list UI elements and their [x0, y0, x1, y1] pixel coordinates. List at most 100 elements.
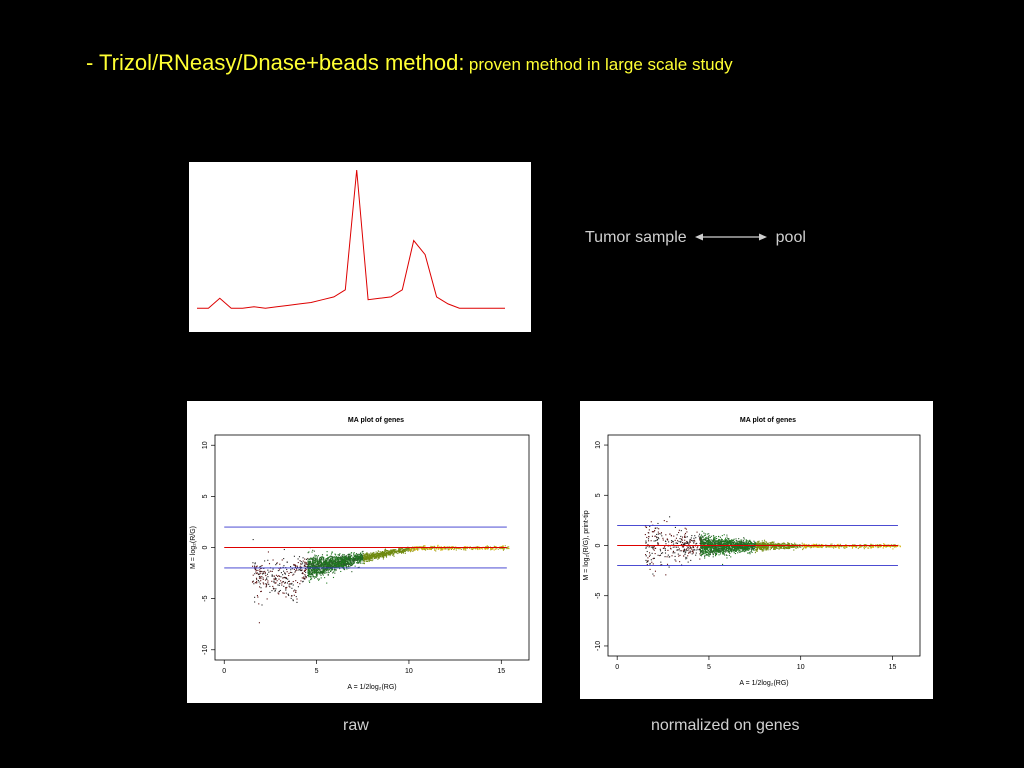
data-point — [732, 550, 734, 552]
data-point — [863, 546, 865, 548]
data-point — [703, 538, 705, 540]
x-tick-label: 0 — [615, 664, 619, 671]
data-point — [688, 543, 690, 545]
data-point — [354, 558, 356, 560]
data-point — [318, 579, 320, 581]
data-point — [763, 545, 765, 547]
data-point — [420, 546, 422, 548]
data-point — [339, 557, 341, 560]
data-point — [709, 539, 711, 541]
data-point — [699, 538, 701, 540]
data-point — [335, 555, 337, 558]
data-point — [257, 596, 259, 598]
data-point — [303, 578, 305, 580]
data-point — [355, 559, 357, 561]
data-point — [347, 557, 349, 559]
data-point — [705, 553, 707, 555]
data-point — [320, 562, 322, 564]
data-point — [254, 568, 256, 570]
data-point — [493, 545, 495, 547]
data-point — [310, 573, 312, 575]
data-point — [384, 550, 386, 553]
data-point — [305, 571, 307, 573]
data-point — [332, 571, 335, 573]
data-point — [308, 568, 311, 570]
data-point — [382, 554, 384, 556]
data-point — [398, 549, 400, 551]
data-point — [767, 546, 769, 548]
data-point — [716, 551, 718, 553]
data-point — [466, 547, 468, 549]
data-point — [440, 548, 442, 550]
data-point — [334, 558, 337, 560]
data-point — [335, 568, 337, 570]
data-point — [401, 550, 403, 552]
data-point — [312, 564, 314, 566]
data-point — [368, 558, 370, 560]
data-point — [321, 565, 323, 567]
data-point — [310, 569, 313, 572]
data-point — [486, 545, 488, 547]
data-point — [786, 544, 789, 546]
data-point — [462, 547, 465, 549]
data-point — [701, 542, 703, 544]
data-point — [689, 547, 691, 549]
data-point — [646, 564, 648, 566]
data-point — [391, 553, 393, 555]
data-point — [695, 549, 697, 551]
data-point — [700, 546, 702, 548]
data-point — [374, 553, 376, 555]
data-point — [794, 544, 796, 546]
data-point — [721, 535, 723, 537]
data-point — [314, 572, 316, 574]
data-point — [352, 558, 354, 560]
data-point — [659, 550, 662, 552]
data-point — [331, 560, 333, 562]
data-point — [281, 584, 283, 586]
data-point — [338, 560, 340, 562]
data-point — [713, 548, 715, 550]
data-point — [318, 559, 320, 562]
data-point — [310, 557, 312, 559]
data-point — [354, 559, 356, 561]
data-point — [722, 546, 724, 548]
data-point — [664, 552, 667, 554]
data-point — [748, 548, 750, 550]
data-point — [866, 545, 868, 547]
data-point — [342, 562, 344, 564]
data-point — [326, 572, 328, 574]
data-point — [837, 545, 840, 547]
data-point — [271, 590, 273, 592]
data-point — [758, 547, 760, 549]
data-point — [316, 560, 318, 562]
data-point — [353, 556, 355, 558]
data-point — [441, 547, 443, 550]
data-point — [339, 558, 341, 560]
data-point — [327, 564, 329, 566]
data-point — [304, 561, 306, 563]
data-point — [766, 542, 768, 544]
data-point — [325, 567, 327, 570]
data-point — [741, 550, 743, 552]
data-point — [321, 572, 323, 574]
data-point — [393, 551, 396, 553]
data-point — [307, 571, 309, 573]
data-point — [315, 572, 317, 574]
data-point — [308, 561, 310, 563]
data-point — [400, 550, 402, 552]
data-point — [309, 581, 311, 583]
data-point — [786, 543, 788, 545]
data-point — [650, 540, 652, 542]
data-point — [761, 550, 763, 552]
data-point — [485, 548, 487, 550]
data-point — [356, 555, 358, 557]
data-point — [288, 574, 290, 577]
data-point — [317, 578, 319, 580]
data-point — [307, 574, 310, 577]
data-point — [330, 558, 332, 560]
data-point — [268, 583, 270, 585]
data-point — [308, 559, 310, 561]
data-point — [260, 572, 262, 574]
data-point — [308, 563, 310, 565]
